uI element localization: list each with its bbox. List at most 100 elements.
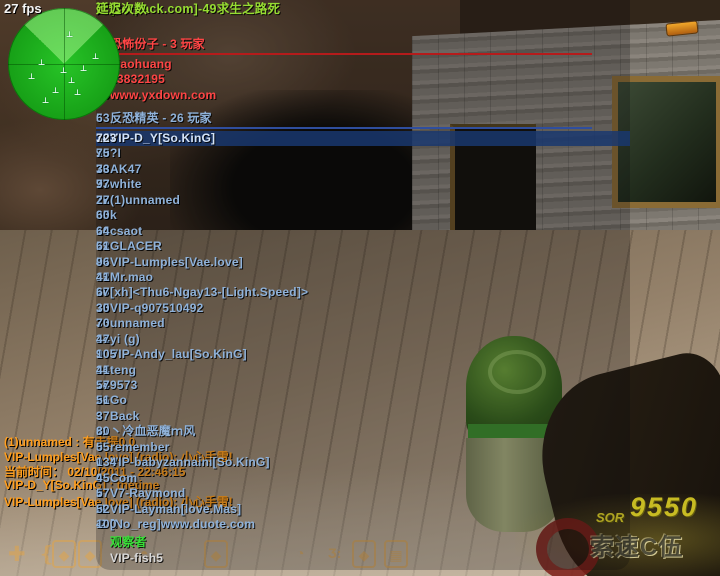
player-row: white 77 13 97	[96, 177, 630, 192]
grenade-band	[468, 424, 560, 440]
ct-player-list: VIP-D_Y[So.KinG] 343 10 72 ?I 99 10 75 A…	[96, 131, 630, 532]
player-name: Com	[110, 470, 138, 485]
player-row: www.yxdown.com 1 10 70	[96, 88, 630, 103]
player-row: VIP-Layman[love.Mas] -1 2 52	[96, 502, 630, 517]
player-score: -2	[96, 516, 108, 531]
player-latency: 41	[96, 269, 110, 284]
player-deaths: 1	[96, 486, 103, 501]
player-deaths: 12	[96, 192, 110, 207]
ammo-grid-icon: ▦	[384, 540, 408, 568]
player-name: ?I	[110, 146, 122, 161]
player-score: 0	[96, 486, 103, 501]
player-deaths: 0	[96, 455, 103, 470]
ammo-card-icon: ◆	[204, 540, 228, 568]
player-latency: 51	[96, 393, 110, 408]
player-deaths: 14	[96, 331, 110, 346]
player-deaths: 10	[96, 223, 110, 238]
player-name: Go	[110, 393, 128, 408]
player-score: 36	[96, 316, 110, 331]
player-latency: 64	[96, 223, 110, 238]
slot3-icon: Ӡ:	[328, 545, 342, 561]
player-latency: 30	[96, 300, 110, 315]
player-deaths: 10	[96, 285, 110, 300]
player-score: 60	[96, 223, 110, 238]
player-name: k	[110, 208, 117, 223]
player-row: [No_reg]www.duote.com -2 4 100	[96, 517, 630, 532]
radar-blip: ⊥	[68, 76, 76, 85]
column-header-score: 比分	[96, 2, 122, 16]
player-latency: 100	[96, 516, 117, 531]
player-row: Back 9 3 37	[96, 409, 630, 424]
scoreboard-header: [sorpack.com]-49求生之路死 比分 死亡次数 延迟	[96, 0, 630, 18]
player-row: ?I 99 10 75	[96, 146, 630, 161]
chat-line: 当前时间： 02/10/2011 - 22:46:15	[4, 465, 186, 479]
team-terrorists-block: 恐怖份子 - 3 玩家 4 87 xiaohuang 14 14 61 2383…	[96, 36, 630, 103]
player-name: white	[110, 177, 142, 192]
player-row: 23832195 4 0 131	[96, 72, 630, 87]
player-name: www.yxdown.com	[110, 87, 217, 102]
player-name: csaot	[110, 223, 143, 238]
player-latency: 52	[96, 501, 110, 516]
player-name: Back	[110, 408, 140, 423]
team-score: 5	[96, 111, 103, 125]
player-latency: 97	[96, 177, 110, 192]
player-latency: 57	[96, 378, 110, 392]
player-name: VIP-babyzannaini[So.KinG]	[110, 455, 270, 470]
player-score: 0	[96, 470, 103, 485]
player-score: 59	[96, 239, 110, 254]
player-row: VIP-babyzannaini[So.KinG] 0 0 134	[96, 455, 630, 470]
chat-line: (1)unnamed : 有击提0 0	[4, 435, 136, 449]
player-name: VIP-q907510492	[110, 300, 204, 315]
spectator-row: VIP-fish5	[96, 550, 630, 566]
radar-blip: ⊥	[92, 52, 100, 61]
player-score: 0	[96, 439, 103, 454]
player-score: 39	[96, 300, 110, 315]
chat-line: VIP-Lumples[Vae.love] (radio): 小心手雷!	[4, 495, 233, 509]
player-row: VIP-Lumples[Vae.love] 54 4 96	[96, 255, 630, 270]
player-latency: 57	[96, 486, 110, 501]
player-name: AK47	[110, 161, 142, 176]
team-ct-block: 反恐精英 - 26 玩家 5 63 VIP-D_Y[So.KinG] 343 1…	[96, 110, 630, 532]
player-name: (1)unnamed	[110, 192, 181, 207]
player-score: 76	[96, 192, 110, 207]
player-name: VIP-D_Y[So.KinG]	[110, 131, 216, 145]
player-latency: 41	[96, 362, 110, 377]
player-deaths: 2	[96, 393, 103, 408]
player-score: 65	[96, 208, 110, 223]
terrorist-player-list: xiaohuang 14 14 61 23832195 4 0 131 www.…	[96, 57, 630, 103]
player-name: VIP-Andy_lau[So.KinG]	[110, 347, 247, 362]
player-name: yi (g)	[110, 331, 140, 346]
player-deaths: 3	[96, 408, 103, 423]
player-deaths: 9	[96, 347, 103, 362]
player-deaths: 0	[96, 470, 103, 485]
player-name: xiaohuang	[110, 57, 172, 71]
player-row: [xh]<Thu6-Ngay13-[Light.Speed]> 39 10 67	[96, 285, 630, 300]
radar: ⊥ ⊥ ⊥ ⊥ ⊥ ⊥ ⊥ ⊥ ⊥ ⊥	[8, 8, 120, 120]
watermark-brand: SOR	[596, 510, 625, 525]
player-score: 54	[96, 254, 110, 269]
player-score: 6	[96, 424, 103, 439]
player-row: Mr.mao 45 12 41	[96, 270, 630, 285]
team-header-row: 恐怖份子 - 3 玩家 4 87	[96, 36, 630, 52]
chat-line: VIP-D_Y[So.KinG] : thetime	[4, 478, 160, 492]
player-latency: 67	[96, 285, 110, 300]
radar-blip: ⊥	[74, 88, 82, 97]
player-row: remember 0 0 55	[96, 440, 630, 455]
grenade-timer-icon: ◔	[296, 545, 305, 561]
player-latency: 96	[96, 254, 110, 269]
player-row: VIP-Andy_lau[So.KinG] 30 9 105	[96, 347, 630, 362]
player-deaths: 15	[96, 300, 110, 315]
radar-blip: ⊥	[52, 86, 60, 95]
player-deaths: 11	[96, 424, 110, 439]
player-latency: 45	[96, 470, 110, 485]
player-row: AK47 79 10 33	[96, 162, 630, 177]
player-latency: 70	[96, 316, 110, 331]
player-latency: 105	[96, 347, 117, 362]
player-name: V7-Raymond	[110, 486, 186, 501]
player-deaths: 13	[96, 177, 110, 192]
watermark-ring-icon	[536, 518, 600, 576]
player-latency: 72	[96, 131, 110, 145]
radar-blip: ⊥	[42, 96, 50, 105]
player-latency: 33	[96, 161, 110, 176]
